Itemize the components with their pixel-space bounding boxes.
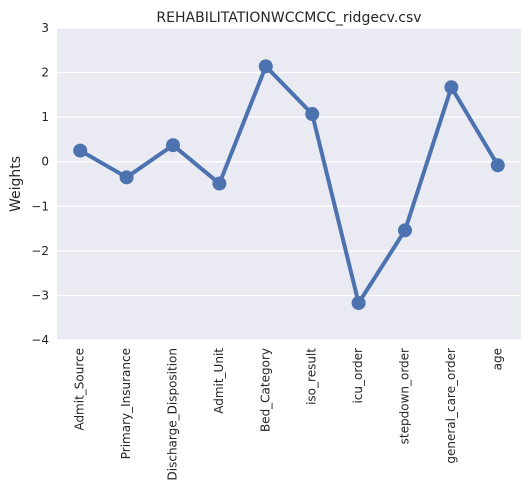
x-tick-label: Admit_Source (73, 348, 87, 431)
data-point (444, 80, 459, 95)
y-tick-label: 3 (41, 21, 49, 35)
y-tick-label: 2 (41, 66, 49, 80)
x-tick-label: icu_order (351, 348, 365, 404)
data-point (166, 138, 180, 153)
x-axis-ticks: Admit_Source Primary_Insurance Discharge_D… (73, 348, 505, 481)
y-tick-label: 1 (41, 110, 49, 124)
y-tick-label: 0 (41, 155, 49, 169)
x-tick-label: general_care_order (444, 348, 458, 464)
grid-lines (57, 27, 521, 341)
x-tick-label: Discharge_Disposition (166, 348, 180, 480)
series-weights (73, 59, 505, 311)
data-point (73, 143, 88, 158)
x-tick-label: stepdown_order (398, 348, 412, 444)
data-point (305, 107, 320, 122)
data-point (351, 296, 366, 311)
chart-title: REHABILITATIONWCCMCC_ridgecv.csv (156, 10, 421, 26)
x-tick-label: Admit_Unit (212, 348, 226, 414)
y-tick-label: −2 (31, 244, 49, 258)
y-axis-ticks: −4 −3 −2 −1 0 1 2 3 (31, 21, 49, 347)
data-point (212, 176, 227, 191)
x-tick-label: Bed_Category (258, 348, 272, 432)
data-point (490, 158, 505, 173)
series-line (78, 64, 500, 306)
y-tick-label: −3 (31, 288, 49, 302)
x-tick-label: age (490, 348, 504, 370)
y-tick-label: −4 (31, 333, 49, 347)
x-tick-label: Primary_Insurance (119, 348, 133, 459)
x-tick-label: iso_result (305, 348, 319, 405)
data-point (398, 223, 412, 238)
data-point (258, 59, 273, 74)
y-axis-label: Weights (8, 156, 24, 212)
y-tick-label: −1 (31, 199, 49, 213)
data-point (119, 170, 134, 185)
plot-area (57, 28, 521, 340)
